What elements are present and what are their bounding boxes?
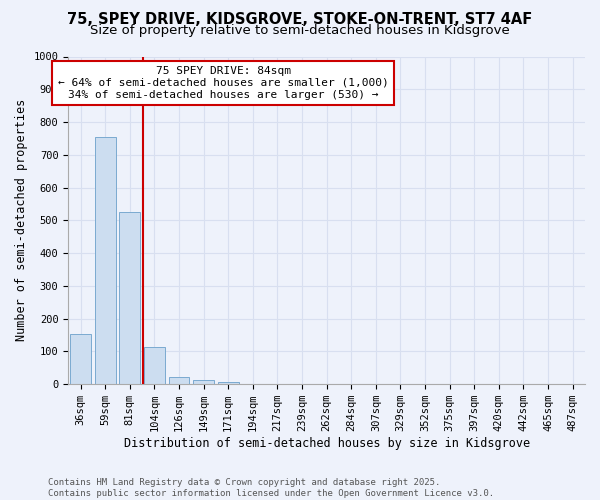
Bar: [144, 346, 165, 384]
Bar: [119, 212, 140, 384]
Bar: [70, 334, 91, 384]
Text: Contains HM Land Registry data © Crown copyright and database right 2025.
Contai: Contains HM Land Registry data © Crown c…: [48, 478, 494, 498]
Text: 75 SPEY DRIVE: 84sqm
← 64% of semi-detached houses are smaller (1,000)
34% of se: 75 SPEY DRIVE: 84sqm ← 64% of semi-detac…: [58, 66, 389, 100]
Y-axis label: Number of semi-detached properties: Number of semi-detached properties: [15, 99, 28, 342]
Text: Size of property relative to semi-detached houses in Kidsgrove: Size of property relative to semi-detach…: [90, 24, 510, 37]
Bar: [193, 380, 214, 384]
Bar: [95, 137, 116, 384]
Bar: [218, 382, 239, 384]
Bar: [169, 377, 190, 384]
X-axis label: Distribution of semi-detached houses by size in Kidsgrove: Distribution of semi-detached houses by …: [124, 437, 530, 450]
Text: 75, SPEY DRIVE, KIDSGROVE, STOKE-ON-TRENT, ST7 4AF: 75, SPEY DRIVE, KIDSGROVE, STOKE-ON-TREN…: [67, 12, 533, 28]
